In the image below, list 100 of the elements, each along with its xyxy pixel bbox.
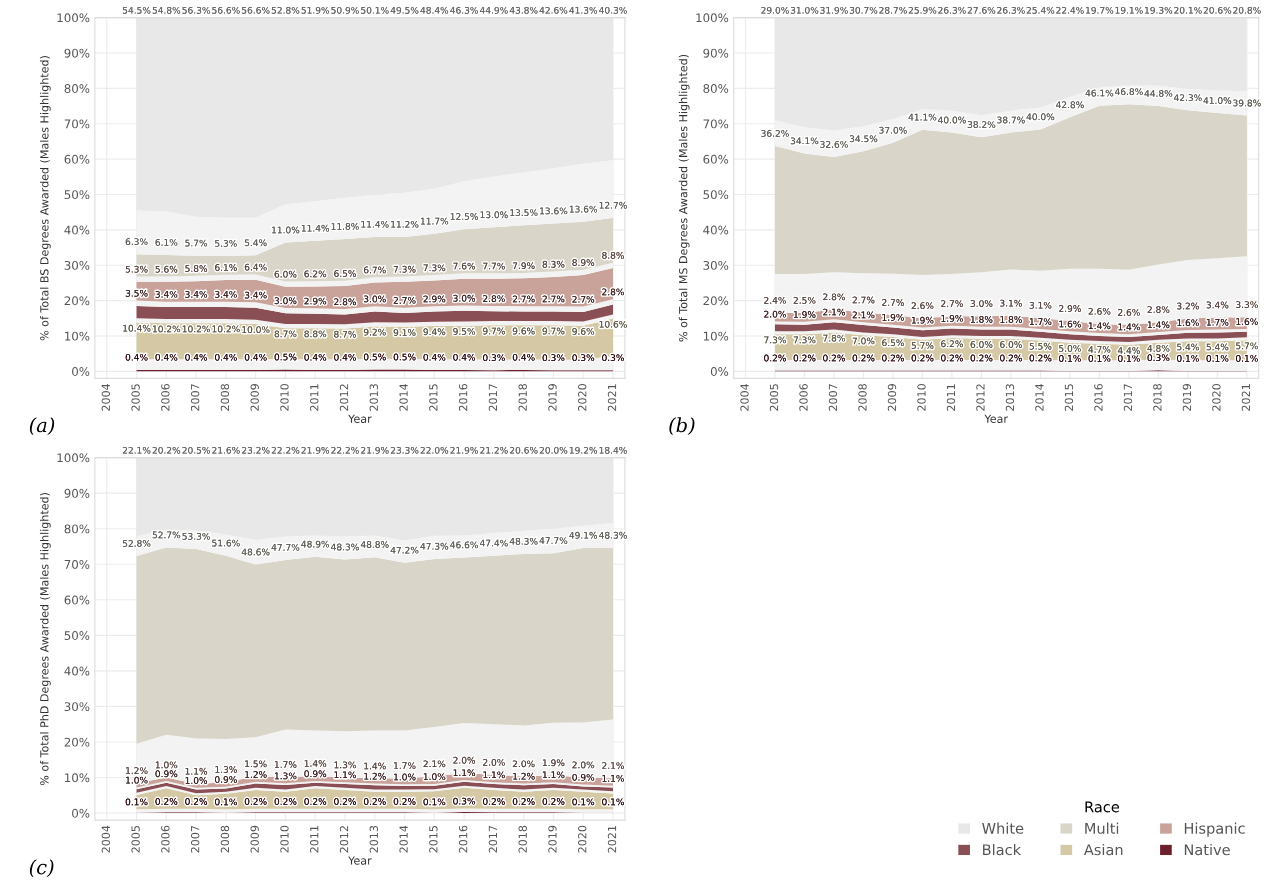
x-tick-label: 2008 [858, 384, 867, 411]
data-label: 47.4% [479, 539, 508, 547]
x-axis-title: Year [348, 414, 372, 423]
data-label: 41.3% [569, 6, 598, 14]
x-tick-label: 2004 [101, 825, 111, 853]
y-tick-label: 100% [696, 13, 729, 23]
x-tick-label: 2010 [917, 384, 926, 411]
x-tick-label: 2021 [607, 384, 617, 411]
data-label: 40.0% [938, 116, 966, 124]
data-label: 31.0% [790, 6, 819, 14]
data-label: 21.9% [301, 446, 330, 454]
x-tick-label: 2009 [887, 384, 897, 411]
data-label: 3.1% [1000, 299, 1022, 307]
data-label: 2.0% [512, 760, 535, 768]
y-tick-label: 90% [703, 48, 729, 58]
data-label: 1.0% [126, 776, 148, 784]
data-label: 11.7% [420, 217, 449, 225]
data-label: 28.7% [879, 6, 907, 14]
data-label: 2.9% [423, 295, 446, 303]
x-tick-label: 2009 [250, 384, 259, 411]
data-label: 7.7% [483, 262, 505, 270]
x-tick-label: 2016 [458, 383, 468, 411]
data-label: 21.6% [212, 446, 240, 454]
data-label: 20.1% [1174, 6, 1202, 14]
data-label: 8.3% [542, 260, 565, 268]
data-label: 10.2% [152, 325, 181, 333]
y-tick-label: 10% [65, 331, 90, 341]
data-label: 1.8% [1000, 316, 1022, 323]
data-label: 0.2% [244, 798, 267, 805]
data-label: 10.4% [123, 324, 151, 332]
x-tick-label: 2014 [399, 383, 408, 411]
data-label: 0.1% [1059, 354, 1081, 362]
data-label: 0.2% [274, 798, 297, 805]
data-label: 2.7% [852, 296, 875, 304]
data-label: 2.7% [941, 300, 963, 307]
data-label: 1.0% [423, 773, 446, 781]
y-tick-label: 50% [64, 631, 90, 640]
data-label: 9.7% [482, 327, 505, 335]
data-label: 47.7% [271, 543, 300, 551]
x-tick-label: 2011 [310, 384, 319, 411]
data-label: 0.1% [1177, 354, 1199, 362]
y-axis-title: % of Total PhD Degrees Awarded (Males Highlighted) [39, 493, 51, 786]
data-label: 0.5% [363, 353, 386, 361]
data-label: 1.8% [970, 316, 993, 323]
y-axis-title: % of Total BS Degrees Awarded (Males Highlighted) [39, 56, 51, 341]
y-tick-label: 60% [64, 154, 90, 164]
data-label: 43.8% [509, 6, 538, 14]
data-label: 0.4% [185, 353, 208, 361]
data-label: 9.5% [453, 327, 476, 335]
data-label: 0.2% [882, 354, 904, 362]
data-label: 56.6% [242, 6, 270, 14]
y-tick-label: 100% [57, 453, 90, 463]
y-axis-title: % of Total MS Degrees Awarded (Males Highlighted) [678, 54, 690, 342]
data-label: 49.5% [390, 6, 419, 14]
data-label: 53.3% [182, 532, 210, 540]
y-tick-label: 50% [703, 190, 729, 200]
data-label: 34.5% [849, 135, 878, 143]
legend-label: Multi [1085, 822, 1119, 834]
data-label: 0.2% [483, 798, 505, 805]
legend-label: Asian [1083, 843, 1123, 856]
x-tick-label: 2007 [828, 384, 838, 411]
data-label: 46.1% [1085, 89, 1114, 97]
y-tick-label: 20% [703, 296, 729, 306]
data-label: 0.2% [512, 798, 535, 805]
data-label: 41.0% [1203, 97, 1232, 104]
data-label: 2.1% [852, 311, 875, 319]
data-label: 22.2% [331, 446, 359, 454]
data-label: 46.8% [1115, 88, 1143, 96]
data-label: 5.5% [1029, 342, 1052, 350]
data-label: 11.4% [301, 224, 330, 232]
data-label: 10.2% [182, 325, 210, 333]
data-label: 6.5% [334, 270, 356, 277]
x-tick-label: 2019 [548, 825, 557, 853]
data-label: 0.1% [572, 798, 595, 806]
data-label: 1.2% [245, 771, 267, 778]
x-tick-label: 2021 [1241, 384, 1251, 411]
data-label: 9.1% [393, 329, 416, 336]
data-label: 19.2% [569, 446, 598, 454]
data-label: 3.5% [125, 289, 148, 297]
data-label: 0.4% [244, 353, 267, 361]
data-label: 1.4% [304, 760, 327, 767]
x-axis-title: Year [348, 856, 372, 865]
data-label: 1.1% [185, 767, 208, 775]
data-label: 11.4% [361, 220, 389, 228]
data-label: 1.1% [542, 771, 565, 779]
data-label: 1.6% [1177, 319, 1199, 327]
data-label: 6.1% [155, 238, 178, 246]
data-label: 1.0% [155, 761, 178, 769]
data-label: 6.2% [941, 340, 963, 348]
y-tick-label: 60% [64, 595, 90, 605]
data-label: 0.3% [483, 354, 505, 362]
data-label: 50.9% [331, 6, 359, 14]
data-label: 20.5% [182, 446, 210, 454]
x-tick-label: 2015 [429, 384, 438, 411]
data-label: 7.9% [512, 262, 535, 270]
data-label: 3.4% [155, 290, 178, 298]
data-label: 2.0% [453, 756, 476, 764]
data-label: 46.6% [450, 541, 478, 549]
data-label: 0.1% [423, 798, 446, 806]
data-label: 0.1% [1206, 354, 1229, 362]
